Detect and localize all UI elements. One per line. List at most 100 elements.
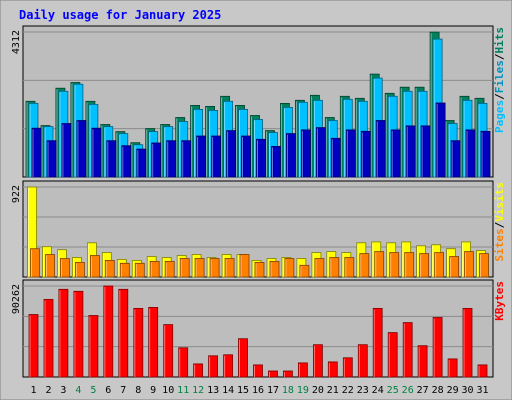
- bar-sites-9: [149, 260, 160, 278]
- bar-kbytes-23: [357, 344, 368, 378]
- bar-kbytes-9: [148, 306, 159, 378]
- x-tick-label: 5: [90, 385, 96, 396]
- bar-pages-8: [136, 148, 147, 178]
- bar-pages-19: [300, 129, 311, 178]
- bar-pages-10: [166, 140, 177, 178]
- x-tick-label: 1: [30, 385, 36, 396]
- bar-sites-27: [419, 253, 430, 278]
- legend-entry: Pages: [493, 100, 506, 133]
- bar-sites-23: [359, 253, 370, 278]
- x-tick-label: 18: [282, 385, 294, 396]
- bar-kbytes-20: [312, 344, 323, 378]
- bar-pages-11: [181, 140, 192, 178]
- bar-pages-1: [31, 127, 42, 178]
- bar-sites-25: [389, 252, 400, 278]
- bar-pages-7: [121, 145, 132, 178]
- x-tick-label: 13: [207, 385, 219, 396]
- bar-pages-20: [315, 127, 326, 178]
- bar-pages-4: [76, 120, 87, 178]
- bar-pages-17: [271, 145, 281, 178]
- x-tick-label: 16: [252, 385, 264, 396]
- x-tick-label: 21: [327, 385, 339, 396]
- x-tick-label: 28: [432, 385, 444, 396]
- x-tick-label: 30: [461, 385, 473, 396]
- bar-sites-26: [404, 252, 415, 278]
- bar-pages-25: [390, 129, 401, 178]
- bar-pages-16: [256, 138, 266, 178]
- x-tick-label: 8: [135, 385, 141, 396]
- bar-pages-12: [196, 135, 207, 178]
- bar-kbytes-14: [223, 354, 234, 378]
- x-tick-label: 24: [372, 385, 384, 396]
- bar-sites-1: [30, 248, 40, 278]
- bar-kbytes-3: [58, 288, 69, 378]
- legend-entry: Hits: [493, 27, 506, 54]
- bar-kbytes-12: [193, 363, 204, 378]
- bar-kbytes-13: [208, 355, 219, 378]
- bar-sites-30: [464, 251, 474, 278]
- bar-kbytes-27: [417, 345, 428, 378]
- bar-pages-30: [465, 129, 476, 178]
- bar-sites-10: [164, 260, 175, 278]
- chart-panels: 4312Pages/Files/Hits922Sites/Visits90262…: [11, 25, 506, 378]
- x-tick-label: 2: [45, 385, 51, 396]
- x-tick-label: 22: [342, 385, 354, 396]
- x-tick-label: 9: [150, 385, 156, 396]
- x-tick-label: 6: [105, 385, 111, 396]
- bar-pages-31: [480, 130, 491, 178]
- bar-sites-19: [299, 264, 310, 278]
- series-sites: [30, 248, 489, 278]
- x-tick-label: 10: [162, 385, 174, 396]
- bar-kbytes-11: [178, 347, 189, 378]
- x-tick-label: 25: [387, 385, 399, 396]
- bar-kbytes-26: [402, 322, 413, 378]
- bar-pages-22: [345, 129, 356, 178]
- x-tick-label: 27: [417, 385, 429, 396]
- bar-sites-12: [194, 258, 205, 278]
- bar-pages-27: [420, 125, 431, 178]
- bar-kbytes-25: [387, 332, 398, 378]
- bar-pages-26: [405, 125, 416, 178]
- axis-max-label: 90262: [11, 284, 22, 314]
- x-tick-label: 7: [120, 385, 126, 396]
- bar-pages-3: [61, 123, 72, 178]
- panel-frame: [22, 279, 494, 378]
- bar-kbytes-22: [342, 357, 353, 378]
- bar-pages-29: [450, 140, 461, 178]
- bar-sites-29: [449, 256, 460, 278]
- bar-pages-21: [330, 137, 341, 178]
- legend-entry: KBytes: [493, 281, 506, 321]
- panel-legend: KBytes: [493, 281, 506, 321]
- bar-kbytes-4: [73, 290, 84, 378]
- bar-kbytes-5: [88, 315, 99, 378]
- x-tick-label: 19: [297, 385, 309, 396]
- bar-kbytes-7: [118, 288, 129, 378]
- bar-pages-5: [91, 127, 102, 178]
- chart-title: Daily usage for January 2025: [19, 8, 221, 22]
- bar-sites-31: [479, 253, 489, 278]
- bar-sites-13: [209, 258, 220, 278]
- bar-pages-13: [211, 135, 222, 178]
- panel-2: 922 Sites/Visits: [11, 180, 506, 278]
- bar-sites-11: [179, 258, 190, 278]
- bar-pages-14: [226, 130, 237, 178]
- bar-kbytes-6: [103, 285, 114, 378]
- bar-kbytes-18: [282, 370, 293, 378]
- bar-sites-16: [254, 261, 265, 278]
- bar-sites-20: [314, 258, 325, 278]
- bar-sites-24: [374, 251, 385, 278]
- x-tick-label: 14: [222, 385, 234, 396]
- bar-sites-2: [45, 254, 55, 278]
- bar-kbytes-24: [372, 307, 383, 378]
- bar-sites-7: [119, 262, 130, 278]
- bar-sites-4: [75, 261, 85, 278]
- x-tick-label: 29: [447, 385, 459, 396]
- bar-pages-24: [375, 120, 386, 178]
- series-pages: [31, 102, 491, 178]
- bar-kbytes-16: [253, 364, 263, 378]
- bar-sites-28: [434, 252, 445, 278]
- bar-kbytes-17: [268, 370, 278, 378]
- panel-legend: Sites/Visits: [493, 182, 506, 262]
